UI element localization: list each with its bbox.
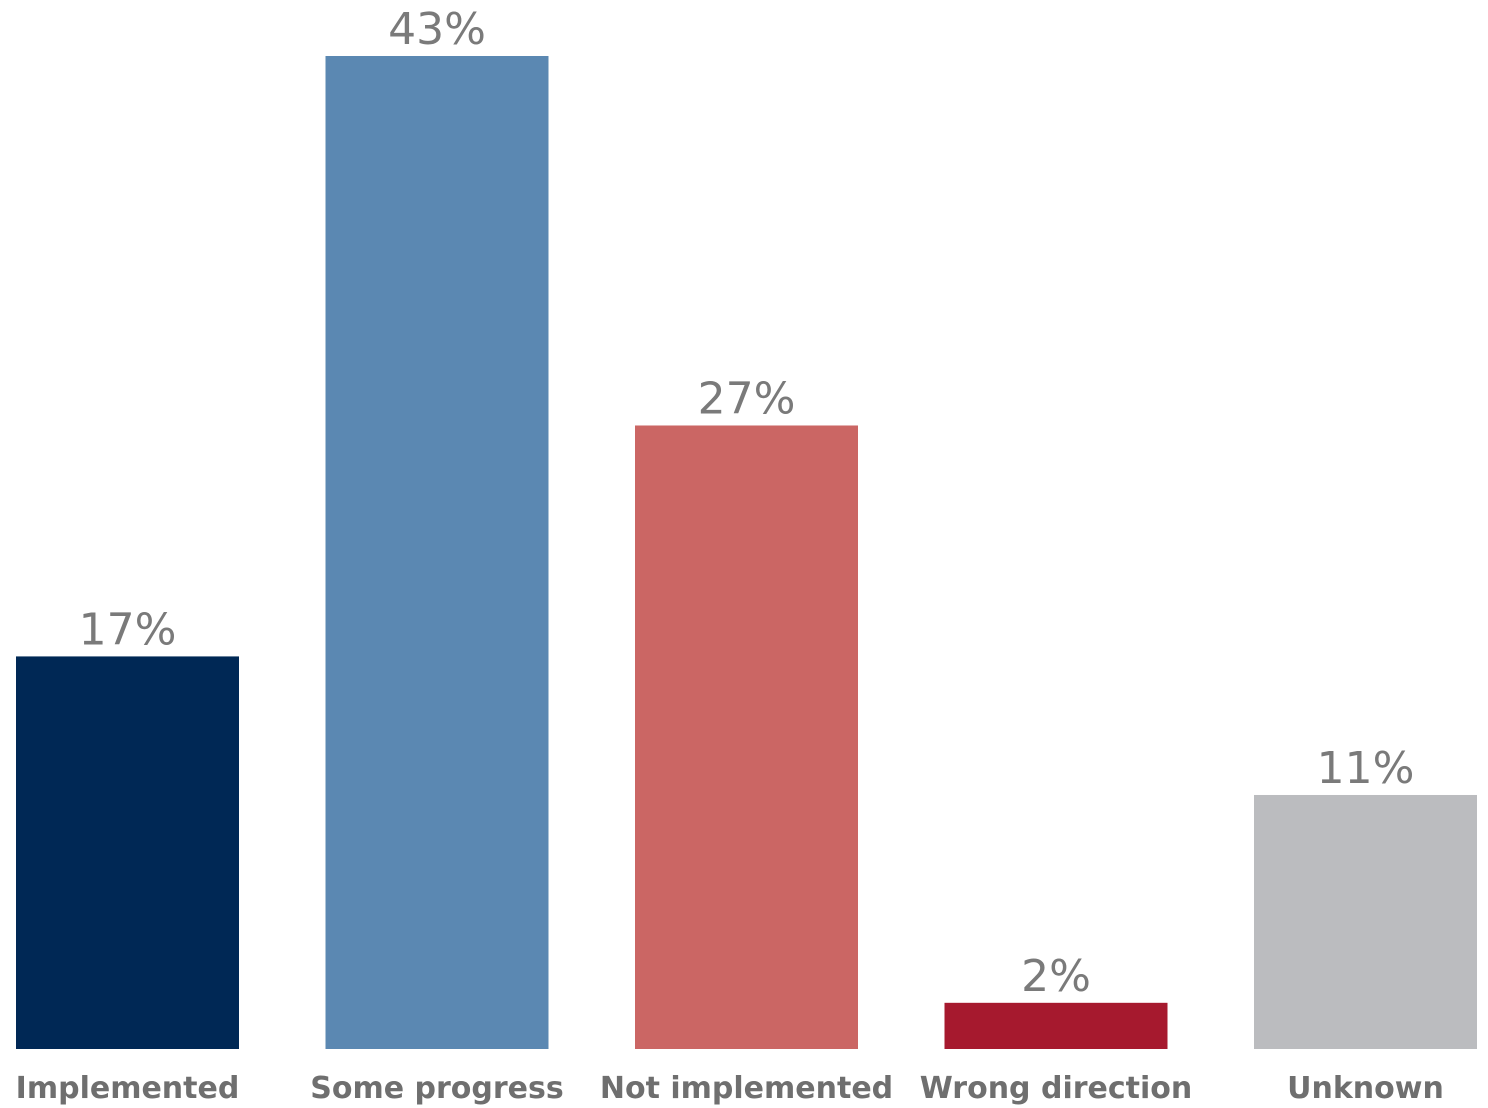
category-label-implemented: Implemented — [16, 1071, 240, 1106]
bar-implemented — [16, 656, 239, 1049]
bar-wrong-direction — [944, 1002, 1168, 1049]
bar-not-implemented — [635, 425, 858, 1049]
category-label-unknown: Unknown — [1287, 1071, 1444, 1106]
value-label-implemented: 17% — [79, 604, 177, 655]
category-labels-group: Implemented Some progress Not implemented W… — [16, 1071, 1444, 1106]
category-label-wrong-direction: Wrong direction — [920, 1071, 1193, 1106]
bar-unknown — [1254, 794, 1477, 1049]
value-label-some-progress: 43% — [388, 4, 486, 55]
value-label-unknown: 11% — [1317, 743, 1415, 794]
category-label-not-implemented: Not implemented — [600, 1071, 893, 1106]
value-label-wrong-direction: 2% — [1021, 951, 1091, 1002]
bars-group — [16, 56, 1477, 1049]
value-label-not-implemented: 27% — [698, 373, 796, 424]
bar-some-progress — [325, 56, 549, 1049]
category-label-some-progress: Some progress — [310, 1071, 563, 1106]
value-labels-group: 17% 43% 27% 2% 11% — [79, 4, 1415, 1002]
